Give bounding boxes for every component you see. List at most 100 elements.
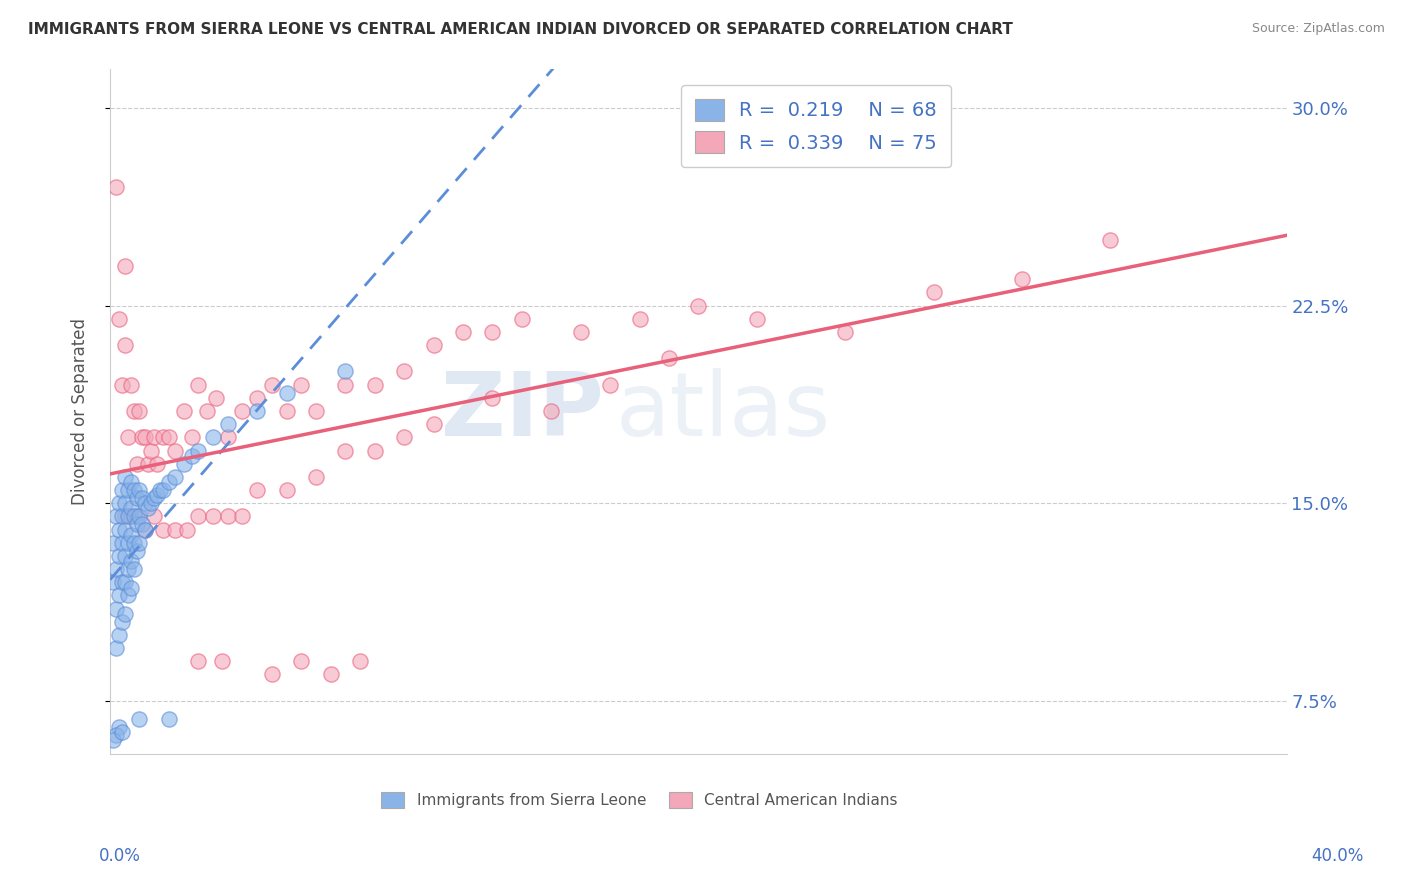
Point <box>108 523 131 537</box>
Point <box>122 483 145 497</box>
Point <box>290 654 312 668</box>
Point <box>104 641 127 656</box>
Point <box>114 470 136 484</box>
Point <box>1099 233 1122 247</box>
Point <box>157 430 180 444</box>
Point <box>128 404 150 418</box>
Point <box>104 601 127 615</box>
Point <box>335 364 357 378</box>
Point <box>101 733 124 747</box>
Point <box>101 535 124 549</box>
Point <box>319 667 342 681</box>
Point <box>128 509 150 524</box>
Point <box>688 299 710 313</box>
Point <box>108 549 131 563</box>
Point <box>163 523 186 537</box>
Point <box>422 417 444 432</box>
Point <box>451 325 474 339</box>
Point <box>104 728 127 742</box>
Point <box>111 509 134 524</box>
Point <box>152 430 174 444</box>
Point <box>922 285 945 300</box>
Point <box>108 720 131 734</box>
Point <box>117 589 139 603</box>
Point <box>114 338 136 352</box>
Point <box>108 311 131 326</box>
Point <box>176 523 198 537</box>
Point <box>125 457 148 471</box>
Point <box>540 404 562 418</box>
Point <box>117 430 139 444</box>
Point <box>211 654 233 668</box>
Text: atlas: atlas <box>616 368 831 455</box>
Point <box>122 509 145 524</box>
Point <box>104 509 127 524</box>
Point <box>260 377 283 392</box>
Point <box>117 509 139 524</box>
Point <box>187 377 209 392</box>
Point <box>108 589 131 603</box>
Point <box>128 712 150 726</box>
Y-axis label: Divorced or Separated: Divorced or Separated <box>72 318 89 505</box>
Point <box>120 501 142 516</box>
Text: IMMIGRANTS FROM SIERRA LEONE VS CENTRAL AMERICAN INDIAN DIVORCED OR SEPARATED CO: IMMIGRANTS FROM SIERRA LEONE VS CENTRAL … <box>28 22 1012 37</box>
Point <box>335 443 357 458</box>
Point <box>111 575 134 590</box>
Point <box>276 385 298 400</box>
Point <box>125 517 148 532</box>
Point <box>122 562 145 576</box>
Point <box>117 535 139 549</box>
Point <box>120 377 142 392</box>
Text: 40.0%: 40.0% <box>1312 847 1364 865</box>
Point <box>163 443 186 458</box>
Point <box>125 543 148 558</box>
Point <box>143 509 166 524</box>
Point <box>217 417 239 432</box>
Point <box>246 483 269 497</box>
Point <box>181 449 204 463</box>
Point <box>157 475 180 490</box>
Point <box>131 491 153 505</box>
Point <box>111 483 134 497</box>
Point <box>117 562 139 576</box>
Point <box>104 562 127 576</box>
Text: Source: ZipAtlas.com: Source: ZipAtlas.com <box>1251 22 1385 36</box>
Point <box>202 430 225 444</box>
Point <box>152 483 174 497</box>
Point <box>125 509 148 524</box>
Point <box>205 391 228 405</box>
Point <box>114 575 136 590</box>
Point <box>111 377 134 392</box>
Point <box>364 443 387 458</box>
Point <box>349 654 371 668</box>
Point <box>120 554 142 568</box>
Point <box>122 535 145 549</box>
Point <box>246 404 269 418</box>
Point <box>131 430 153 444</box>
Point <box>195 404 218 418</box>
Point <box>187 654 209 668</box>
Point <box>111 615 134 629</box>
Point <box>114 259 136 273</box>
Point <box>111 535 134 549</box>
Point <box>117 483 139 497</box>
Point <box>202 509 225 524</box>
Point <box>163 470 186 484</box>
Point <box>422 338 444 352</box>
Text: 0.0%: 0.0% <box>98 847 141 865</box>
Point <box>128 535 150 549</box>
Point <box>136 501 159 516</box>
Point <box>290 377 312 392</box>
Point <box>134 523 156 537</box>
Point <box>141 443 163 458</box>
Point <box>335 377 357 392</box>
Point <box>114 496 136 510</box>
Point <box>120 475 142 490</box>
Point <box>120 528 142 542</box>
Point <box>569 325 592 339</box>
Point <box>599 377 621 392</box>
Point <box>104 180 127 194</box>
Point <box>108 496 131 510</box>
Point <box>510 311 533 326</box>
Point <box>146 488 169 502</box>
